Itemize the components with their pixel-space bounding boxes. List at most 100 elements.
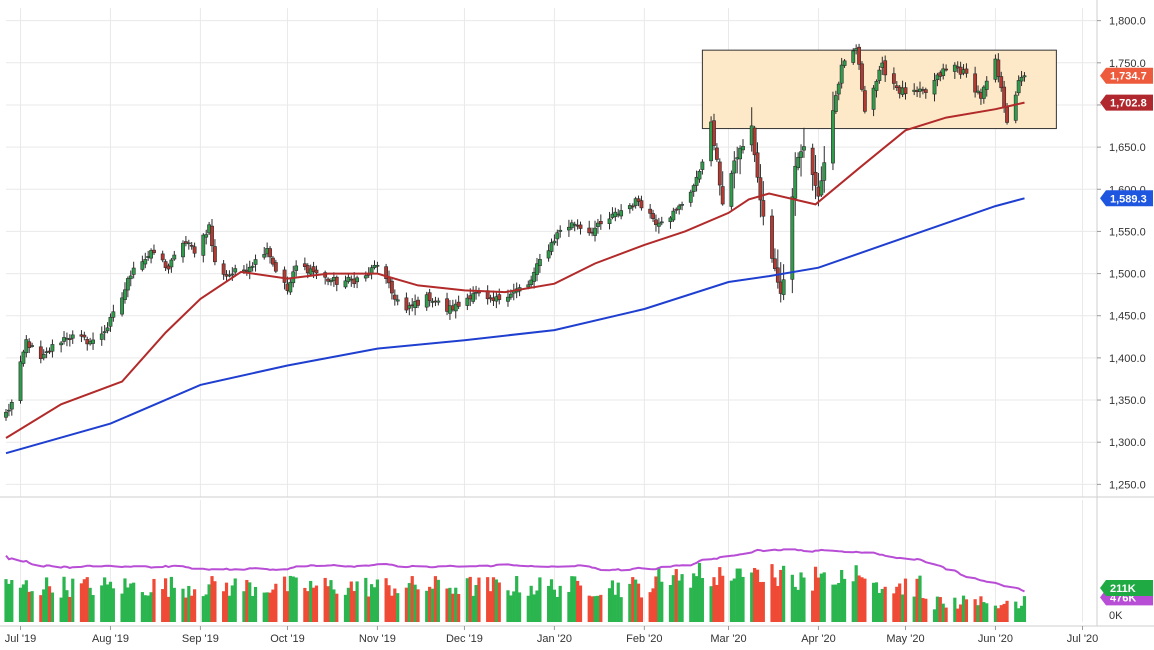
volume-bar <box>834 584 838 622</box>
volume-bar <box>631 577 635 622</box>
candle-body <box>465 297 470 306</box>
blue-ma-badge: 1,589.3 <box>1100 190 1153 207</box>
candle-body <box>355 277 359 283</box>
volume-bar <box>140 592 144 622</box>
volume-bar <box>396 593 400 622</box>
volume-bar <box>410 576 414 622</box>
price-tick-label: 1,450.0 <box>1109 311 1146 323</box>
volume-bar <box>837 582 841 622</box>
volume-bar <box>416 589 420 622</box>
candle-down <box>416 296 420 309</box>
volume-bar <box>709 586 713 622</box>
candle-down <box>271 255 275 267</box>
volume-bar <box>404 587 409 622</box>
red-ma-badge: 1,702.8 <box>1100 94 1153 111</box>
volume-bar <box>448 587 452 622</box>
candle-up <box>619 204 624 220</box>
volume-bar <box>935 596 940 622</box>
volume-bar <box>599 594 603 622</box>
last-volume-badge: 211K <box>1100 580 1153 596</box>
candle-up <box>41 349 46 361</box>
candle-down <box>755 142 760 183</box>
volume-bar <box>578 585 583 622</box>
candle-up <box>741 139 745 154</box>
candle-body <box>91 339 95 344</box>
candle-body <box>1022 75 1027 78</box>
candle-body <box>273 262 278 272</box>
candle-down <box>714 143 719 162</box>
volume-bar <box>454 587 458 622</box>
volume-bar <box>163 578 168 622</box>
candle-body <box>877 69 882 81</box>
candle-up <box>247 260 252 280</box>
candle-up <box>596 218 600 234</box>
candle-down <box>674 207 679 214</box>
candle-up <box>851 48 856 65</box>
candle-up <box>572 221 577 232</box>
candle-body <box>546 250 551 259</box>
price-tick-label: 1,750.0 <box>1109 58 1146 70</box>
volume-bar <box>103 577 107 622</box>
volume-bar <box>294 577 298 622</box>
volume-bar <box>372 587 377 622</box>
candle-body <box>47 350 52 353</box>
candle-body <box>183 241 188 244</box>
volume-bar <box>7 583 11 622</box>
volume-bar <box>895 586 899 622</box>
volume-bar <box>85 577 89 622</box>
candle-body <box>204 234 209 238</box>
candle-body <box>796 156 801 169</box>
volume-bar <box>413 584 417 622</box>
candle-down <box>192 242 197 258</box>
candle-body <box>445 298 449 312</box>
candle-up <box>70 330 75 344</box>
candle-down <box>761 181 766 226</box>
candle-up <box>790 188 795 294</box>
candle-down <box>334 275 339 292</box>
volume-bar <box>918 575 922 622</box>
volume-bar <box>840 569 844 622</box>
volume-bar <box>149 592 153 622</box>
volume-bar <box>207 584 211 622</box>
candle-body <box>506 296 510 302</box>
candle-body <box>526 284 531 288</box>
candle-body <box>572 223 577 226</box>
volume-bar <box>976 605 980 622</box>
volume-bar <box>265 592 269 622</box>
candle-up <box>833 90 838 114</box>
volume-bar <box>697 562 702 622</box>
candle-body <box>247 266 252 273</box>
candle-down <box>384 263 389 284</box>
volume-bar <box>120 593 124 622</box>
candle-up <box>7 403 11 417</box>
candle-up <box>407 302 412 316</box>
volume-bar <box>129 583 133 622</box>
candle-body <box>363 275 368 279</box>
candle-body <box>18 361 23 401</box>
candle-body <box>329 280 333 283</box>
volume-bar <box>445 588 449 622</box>
candle-down <box>47 347 52 355</box>
volume-bar <box>47 586 52 622</box>
candle-up <box>793 152 798 216</box>
volume-bar <box>370 584 374 622</box>
candle-body <box>529 279 534 285</box>
volume-bar <box>477 577 481 622</box>
candle-up <box>294 260 299 277</box>
grid-lines <box>6 8 1097 622</box>
candle-body <box>941 68 946 76</box>
volume-bar <box>549 579 554 622</box>
volume-bar <box>425 590 429 622</box>
candle-body <box>250 265 255 268</box>
volume-bar <box>634 579 638 622</box>
candle-up <box>537 253 542 273</box>
candle-body <box>619 210 624 217</box>
volume-bar <box>796 589 800 622</box>
volume-bar <box>587 595 591 622</box>
candle-up <box>952 62 957 79</box>
candle-up <box>732 151 737 189</box>
volume-bar <box>91 595 95 622</box>
volume-bar <box>88 587 92 622</box>
volume-bar <box>62 576 66 622</box>
price-axis: 1,800.01,750.01,700.01,650.01,600.01,550… <box>1097 16 1146 491</box>
